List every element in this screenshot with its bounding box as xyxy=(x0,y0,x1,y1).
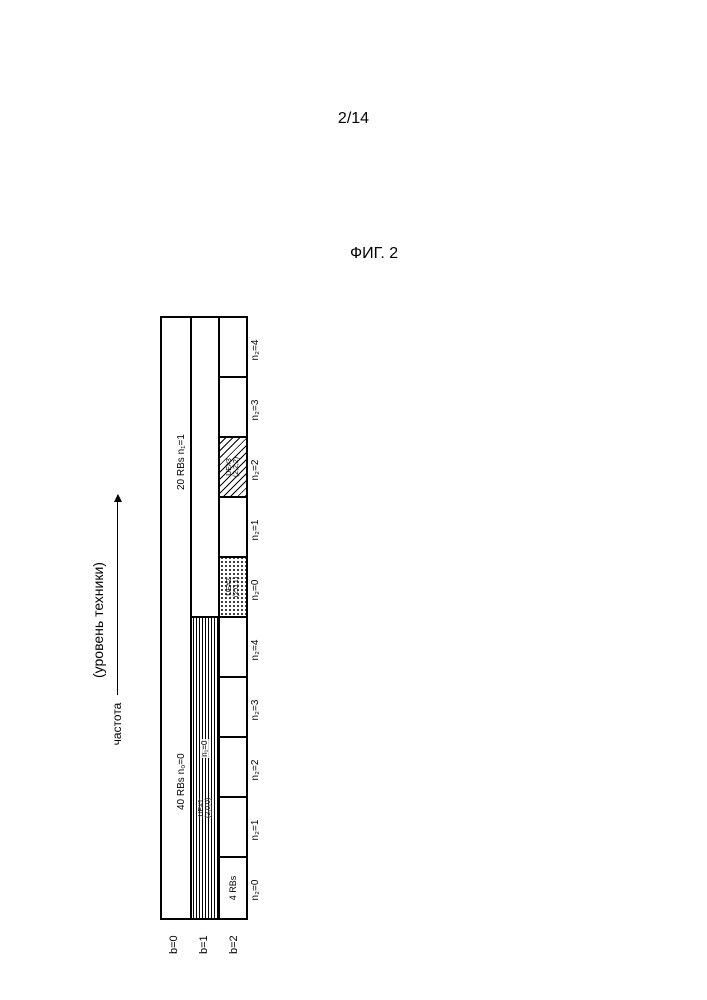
row2-cell-6 xyxy=(220,498,246,558)
n2-label-9: n₂=4 xyxy=(250,320,261,380)
grid-rows: UE#1 (2,0,0) n₁=0 4 RBs UE#2 (2,0,1) UE#… xyxy=(160,316,248,920)
n2-label-2: n₂=2 xyxy=(250,740,261,800)
row2-cell-9 xyxy=(220,318,246,378)
figure-label: ФИГ. 2 xyxy=(350,245,398,263)
row2-cell-1 xyxy=(220,798,246,858)
row-b2: 4 RBs UE#2 (2,0,1) UE#3 (2,2,2) xyxy=(218,318,246,918)
ue3-label: UE#3 (2,2,2) xyxy=(226,457,240,477)
row1-n1-1-cell xyxy=(192,318,218,618)
row2-cell-7-ue3: UE#3 (2,2,2) xyxy=(220,438,246,498)
row-b1: UE#1 (2,0,0) n₁=0 xyxy=(190,318,218,918)
frequency-axis: частота xyxy=(110,320,124,920)
row1-n1-0-cell: UE#1 (2,0,0) n₁=0 xyxy=(192,618,218,918)
row-b0 xyxy=(162,318,190,918)
n2-label-5: n₂=0 xyxy=(250,560,261,620)
frequency-arrow xyxy=(117,495,118,695)
row2-cell-8 xyxy=(220,378,246,438)
row2-cell-3 xyxy=(220,678,246,738)
prior-art-label: (уровень техники) xyxy=(90,320,106,920)
n2-label-3: n₂=3 xyxy=(250,680,261,740)
b-level-labels: b=0 b=1 b=2 xyxy=(160,924,248,954)
row0-cell xyxy=(162,318,190,918)
n2-label-8: n₂=3 xyxy=(250,380,261,440)
row2-cell-4 xyxy=(220,618,246,678)
n2-label-6: n₂=1 xyxy=(250,500,261,560)
ue1-label: UE#1 (2,0,0) xyxy=(198,798,212,818)
n2-label-7: n₂=2 xyxy=(250,440,261,500)
b1-label: b=1 xyxy=(190,924,218,954)
page-number: 2/14 xyxy=(0,110,707,128)
frequency-label: частота xyxy=(110,703,124,746)
b2-label: b=2 xyxy=(220,924,248,954)
top-annotations: (уровень техники) частота xyxy=(90,320,124,920)
row1-right-span-label: 20 RBs n₁=1 xyxy=(176,434,187,490)
row2-cell-5-ue2: UE#2 (2,0,1) xyxy=(220,558,246,618)
n2-label-0: n₂=0 xyxy=(250,860,261,920)
ue2-label: UE#2 (2,0,1) xyxy=(226,577,240,597)
n2-label-4: n₂=4 xyxy=(250,620,261,680)
row2-cell-0: 4 RBs xyxy=(220,858,246,918)
n2-label-1: n₂=1 xyxy=(250,800,261,860)
diagram-root: (уровень техники) частота b=0 b=1 b=2 40… xyxy=(160,320,261,920)
row1-left-span-label: 40 RBs n₀=0 xyxy=(176,753,187,810)
row1-n1-0-sublabel: n₁=0 xyxy=(201,739,209,757)
row2-cell-2 xyxy=(220,738,246,798)
b0-label: b=0 xyxy=(160,924,188,954)
row2-n2-labels: n₂=0 n₂=1 n₂=2 n₂=3 n₂=4 n₂=0 n₂=1 n₂=2 … xyxy=(250,320,261,920)
